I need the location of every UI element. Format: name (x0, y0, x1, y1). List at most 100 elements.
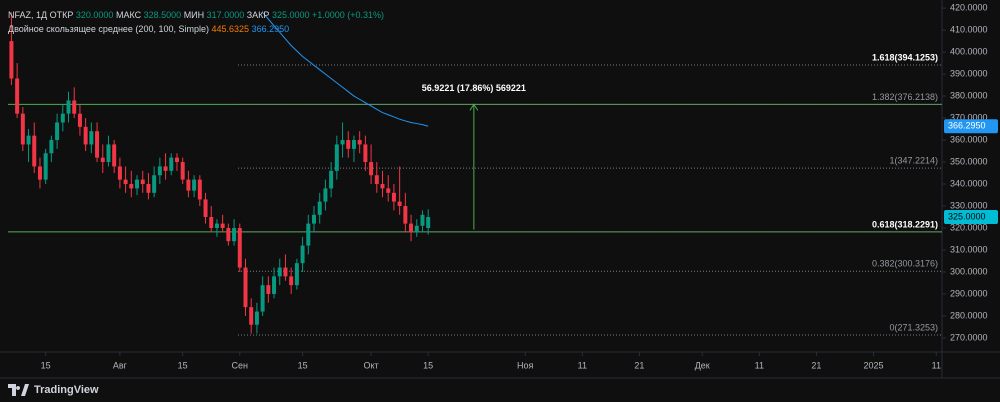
y-tick-label: 410.0000 (950, 24, 988, 34)
candle-body (357, 140, 362, 145)
candle-body (66, 100, 71, 114)
y-tick-label: 370.0000 (950, 112, 988, 122)
indicator-value: 366.2950 (252, 24, 290, 34)
fib-level-label: 0.382(300.3176) (872, 259, 938, 269)
price-label: 325.0000 (948, 211, 986, 221)
candles (9, 12, 431, 334)
measure-label: 56.9221 (17.86%) 569221 (422, 83, 526, 93)
candle-body (15, 78, 20, 114)
candle-body (346, 140, 351, 149)
y-tick-label: 420.0000 (950, 3, 988, 13)
x-tick-label: 15 (423, 360, 433, 370)
x-tick-label: 21 (811, 360, 821, 370)
candle-body (95, 131, 100, 158)
candle-body (334, 144, 339, 171)
y-tick-label: 340.0000 (950, 178, 988, 188)
candle-body (420, 214, 425, 226)
candle-body (220, 223, 225, 228)
candle-body (369, 162, 374, 176)
candle-body (209, 217, 214, 228)
candle-body (20, 113, 25, 145)
candle-body (243, 267, 248, 308)
candle-body (117, 166, 122, 180)
y-tick-label: 330.0000 (950, 200, 988, 210)
legend-title: NFAZ, 1Д (8, 10, 47, 20)
candle-body (169, 157, 174, 171)
x-tick-label: Сен (232, 360, 249, 370)
candle-body (283, 267, 288, 277)
logo-icon (8, 384, 29, 396)
candle-body (163, 166, 168, 171)
candle-body (112, 144, 117, 167)
candle-body (72, 100, 77, 114)
x-tick-label: Дек (695, 360, 710, 370)
indicator-name: Двойное скользящее среднее (200, 100, Si… (8, 24, 209, 34)
y-tick-label: 320.0000 (950, 222, 988, 232)
legend-field-value: 317.0000 (207, 10, 245, 20)
x-tick-label: 15 (178, 360, 188, 370)
legend-field-name: ОТКР (50, 10, 74, 20)
candle-body (306, 223, 311, 246)
y-tick-label: 300.0000 (950, 266, 988, 276)
candle-body (146, 184, 151, 193)
brand-name: TradingView (34, 384, 99, 396)
candle-body (43, 153, 48, 180)
candle-body (89, 131, 94, 145)
candle-body (174, 157, 179, 163)
candle-body (294, 263, 299, 286)
candle-body (83, 126, 88, 145)
candle-body (403, 206, 408, 224)
candle-body (180, 162, 185, 180)
fib-level-label: 1.618(394.1253) (872, 52, 938, 62)
candle-body (214, 223, 219, 228)
candle-body (426, 217, 431, 228)
candle-body (140, 179, 145, 185)
candle-body (197, 179, 202, 200)
moving-average (262, 12, 429, 127)
y-tick-label: 310.0000 (950, 244, 988, 254)
y-tick-label: 270.0000 (950, 332, 988, 342)
candle-body (397, 201, 402, 207)
legend-field-name: МАКС (116, 10, 142, 20)
legend-field-name: ЗАКР (247, 10, 270, 20)
candle-body (237, 227, 242, 268)
candle-body (123, 179, 128, 185)
x-tick-label: 21 (634, 360, 644, 370)
legend-field-name: МИН (184, 10, 204, 20)
y-tick-label: 290.0000 (950, 288, 988, 298)
candle-body (266, 285, 271, 294)
x-tick-label: 15 (41, 360, 51, 370)
fib-level-label: 0.618(318.2291) (872, 219, 938, 229)
indicator-value: 445.6325 (212, 24, 250, 34)
candle-body (32, 135, 37, 167)
candle-body (226, 227, 231, 242)
x-tick-label: Ноя (517, 360, 534, 370)
candle-body (374, 175, 379, 185)
candle-body (317, 201, 322, 215)
candle-body (277, 267, 282, 277)
candle-body (414, 225, 419, 233)
candle-body (300, 245, 305, 264)
candle-body (409, 223, 414, 233)
legend-line: NFAZ, 1Д ОТКР 320.0000 МАКС 328.5000 МИН… (8, 10, 384, 20)
candle-body (203, 199, 208, 218)
price-label: 366.2950 (948, 121, 986, 131)
measure-arrowhead (469, 103, 479, 111)
y-tick-label: 380.0000 (950, 90, 988, 100)
candle-body (106, 144, 111, 163)
candle-body (249, 307, 254, 325)
fib-level-label: 1.382(376.2138) (872, 92, 938, 102)
candle-body (363, 144, 368, 163)
candle-body (260, 285, 265, 312)
x-tick-label: 15 (298, 360, 308, 370)
brand-logo[interactable]: TradingView (8, 384, 99, 396)
candle-body (77, 113, 82, 127)
price-label-box (944, 210, 998, 225)
y-tick-label: 280.0000 (950, 310, 988, 320)
candle-body (186, 179, 191, 191)
legend-change: +1.0000 (+0.31%) (312, 10, 384, 20)
fib-level-label: 1(347.2214) (889, 156, 938, 166)
